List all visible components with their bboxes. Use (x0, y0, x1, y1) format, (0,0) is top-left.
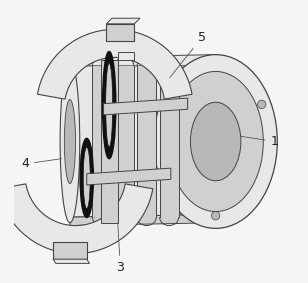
Ellipse shape (165, 100, 174, 109)
Text: 5: 5 (170, 31, 206, 78)
Ellipse shape (60, 60, 80, 223)
Ellipse shape (103, 52, 116, 158)
Polygon shape (106, 24, 134, 41)
Polygon shape (101, 60, 118, 223)
Polygon shape (118, 52, 134, 60)
Polygon shape (137, 66, 156, 217)
Ellipse shape (168, 71, 263, 212)
Ellipse shape (257, 100, 266, 109)
Ellipse shape (64, 99, 75, 184)
Polygon shape (87, 168, 171, 185)
Ellipse shape (80, 139, 93, 217)
Polygon shape (92, 66, 111, 217)
Polygon shape (115, 66, 134, 217)
Text: 3: 3 (116, 223, 124, 274)
Text: 1: 1 (241, 135, 278, 148)
Polygon shape (70, 214, 216, 226)
Text: 4: 4 (21, 157, 62, 170)
Polygon shape (53, 242, 87, 259)
Polygon shape (106, 18, 140, 24)
Ellipse shape (154, 55, 277, 228)
Ellipse shape (190, 102, 241, 181)
Polygon shape (0, 184, 153, 254)
Polygon shape (103, 98, 188, 115)
Ellipse shape (106, 63, 113, 147)
Ellipse shape (212, 212, 220, 220)
Polygon shape (53, 259, 90, 263)
Polygon shape (160, 66, 179, 217)
Ellipse shape (83, 147, 90, 209)
Polygon shape (70, 63, 216, 217)
Polygon shape (70, 55, 216, 66)
Polygon shape (38, 29, 192, 99)
